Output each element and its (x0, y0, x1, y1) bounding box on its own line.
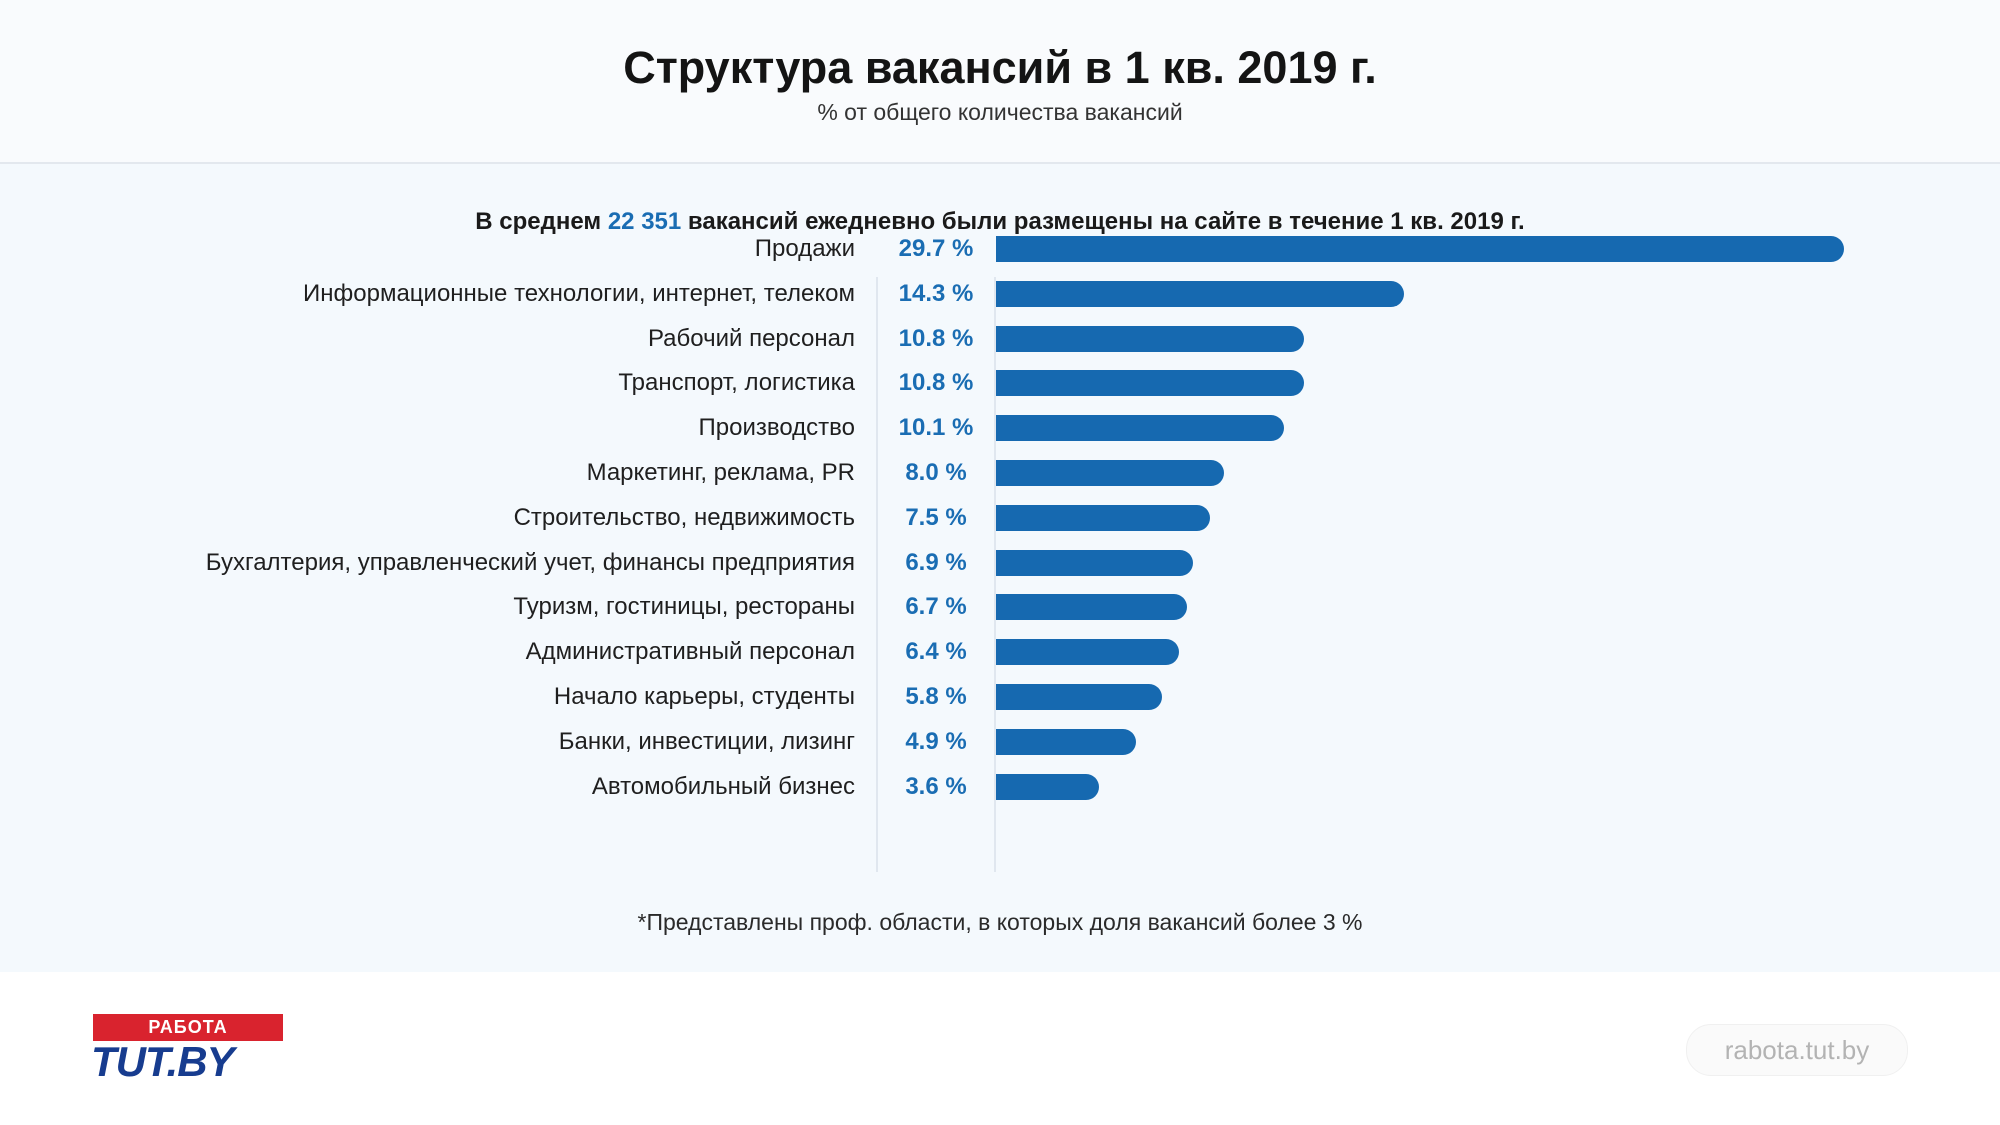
category-label: Рабочий персонал (647, 324, 855, 352)
bar (996, 773, 1099, 800)
value-label: 5.8 % (905, 683, 967, 710)
bar-row: Информационные технологии, интернет, тел… (0, 272, 2000, 316)
bar (996, 370, 1304, 397)
bar-row: Строительство, недвижимость 7.5 % (0, 496, 2000, 540)
category-label: Транспорт, логистика (618, 369, 855, 397)
value-label: 6.7 % (905, 593, 967, 621)
category-label: Строительство, недвижимость (513, 503, 855, 531)
value-label: 29.7 % (898, 235, 974, 262)
bar-row: Производство 10.1 % (0, 406, 2000, 450)
bar (996, 504, 1210, 531)
bar-row: Маркетинг, реклама, PR 8.0 % (0, 451, 2000, 495)
bar (996, 684, 1162, 710)
logo-bottom-text: TUT.BY (91, 1038, 235, 1085)
chart-subtitle: % от общего количества вакансий (817, 99, 1183, 125)
chart-header: Структура вакансий в 1 кв. 2019 г. % от … (0, 0, 2000, 164)
value-divider (994, 277, 996, 872)
bar (996, 280, 1404, 307)
label-divider (876, 277, 878, 872)
bar (996, 415, 1284, 442)
category-label: Производство (698, 414, 855, 442)
bar (996, 594, 1187, 621)
value-label: 10.8 % (898, 369, 974, 397)
bar-row: Продажи 29.7 % (0, 227, 2000, 271)
value-label: 10.8 % (898, 324, 974, 352)
summary-line: В среднем 22 351 вакансий ежедневно были… (0, 208, 2000, 236)
chart-panel: В среднем 22 351 вакансий ежедневно были… (0, 164, 2000, 972)
category-label: Банки, инвестиции, лизинг (558, 727, 855, 755)
bar-row: Административный персонал 6.4 % (0, 630, 2000, 674)
bar (996, 639, 1179, 666)
bar (996, 236, 1844, 262)
category-label: Информационные технологии, интернет, тел… (303, 279, 855, 307)
bar (996, 460, 1224, 486)
value-label: 8.0 % (905, 459, 967, 486)
value-label: 14.3 % (898, 279, 974, 307)
value-label: 4.9 % (905, 727, 967, 755)
bar (996, 728, 1136, 755)
chart-title: Структура вакансий в 1 кв. 2019 г. (623, 42, 1377, 93)
bar-row: Банки, инвестиции, лизинг 4.9 % (0, 720, 2000, 764)
category-label: Продажи (754, 235, 855, 262)
footnote: *Представлены проф. области, в которых д… (637, 909, 1363, 935)
category-label: Начало карьеры, студенты (553, 683, 855, 710)
logo-top-text: РАБОТА (93, 1014, 283, 1041)
category-label: Туризм, гостиницы, рестораны (513, 593, 855, 621)
summary-suffix: вакансий ежедневно были размещены на сай… (687, 208, 1525, 235)
bar-row: Рабочий персонал 10.8 % (0, 317, 2000, 361)
bar-row: Бухгалтерия, управленческий учет, финанс… (0, 541, 2000, 585)
category-label: Маркетинг, реклама, PR (586, 459, 855, 486)
site-link[interactable]: rabota.tut.by (1686, 1024, 1908, 1076)
bar (996, 325, 1304, 352)
category-label: Административный персонал (525, 638, 855, 666)
bar-row: Туризм, гостиницы, рестораны 6.7 % (0, 585, 2000, 629)
bar-row: Транспорт, логистика 10.8 % (0, 361, 2000, 405)
category-label: Бухгалтерия, управленческий учет, финанс… (205, 548, 855, 576)
value-label: 10.1 % (898, 414, 974, 442)
bar-row: Начало карьеры, студенты 5.8 % (0, 675, 2000, 719)
bar-row: Автомобильный бизнес 3.6 % (0, 765, 2000, 809)
value-label: 7.5 % (905, 503, 967, 531)
value-label: 3.6 % (905, 772, 967, 800)
category-label: Автомобильный бизнес (591, 772, 855, 800)
summary-highlight: 22 351 (607, 208, 682, 235)
summary-prefix: В среднем (475, 208, 602, 235)
rabota-tutby-logo[interactable]: РАБОТА TUT.BY (91, 1014, 283, 1085)
bar (996, 549, 1193, 576)
value-label: 6.9 % (905, 548, 967, 576)
value-label: 6.4 % (905, 638, 967, 666)
